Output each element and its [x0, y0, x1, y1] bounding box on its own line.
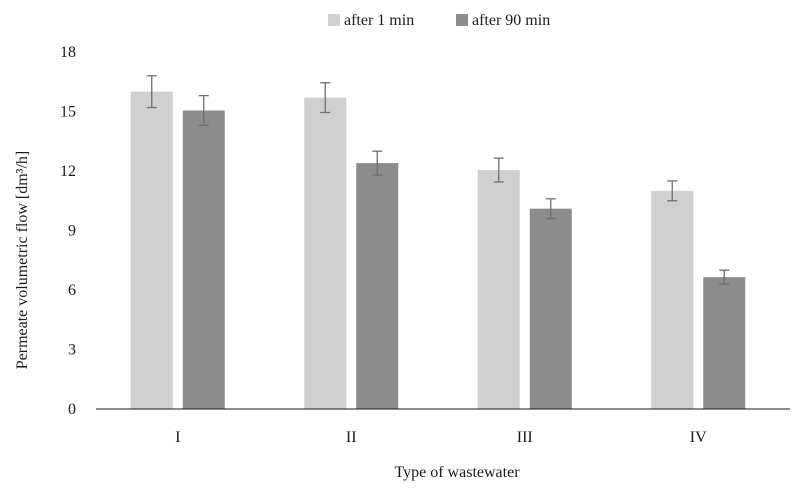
legend: after 1 min after 90 min	[328, 12, 550, 29]
error-bar	[146, 75, 157, 109]
y-tick-label: 6	[68, 282, 76, 299]
y-axis-label: Permeate volumetric flow [dm³/h]	[14, 151, 31, 370]
y-tick-label: 15	[60, 104, 76, 121]
bar-IV-after-1-min	[651, 190, 694, 409]
y-axis-ticks: 0 3 6 9 12 15 18	[60, 44, 76, 418]
error-bar	[719, 269, 730, 285]
x-tick-label: I	[175, 429, 180, 446]
bar-IV-after-90-min	[703, 277, 746, 409]
error-bars	[146, 75, 730, 285]
x-axis-label: Type of wastewater	[394, 464, 520, 481]
y-tick-label: 12	[60, 163, 76, 180]
error-bar	[493, 157, 504, 183]
y-tick-label: 18	[60, 44, 76, 61]
bars	[130, 91, 746, 410]
bar-III-after-1-min	[477, 170, 520, 409]
legend-swatch-after-90-min	[456, 14, 468, 26]
error-bar	[545, 198, 556, 220]
legend-swatch-after-1-min	[328, 14, 340, 26]
error-bar	[667, 180, 678, 202]
error-bar	[320, 82, 331, 114]
bar-I-after-1-min	[130, 91, 173, 410]
bar-III-after-90-min	[529, 208, 572, 409]
y-tick-label: 0	[68, 401, 76, 418]
y-tick-label: 3	[68, 342, 76, 359]
y-tick-label: 9	[68, 223, 76, 240]
error-bar	[372, 150, 383, 176]
bar-II-after-90-min	[356, 163, 399, 409]
x-tick-label: III	[517, 429, 533, 446]
error-bar	[198, 94, 209, 127]
legend-label-after-1-min: after 1 min	[344, 12, 414, 29]
x-tick-label: IV	[690, 429, 707, 446]
bar-II-after-1-min	[304, 97, 347, 409]
legend-label-after-90-min: after 90 min	[472, 12, 550, 29]
x-axis-ticks: I II III IV	[175, 429, 707, 446]
x-tick-label: II	[346, 429, 357, 446]
bar-I-after-90-min	[182, 110, 225, 409]
